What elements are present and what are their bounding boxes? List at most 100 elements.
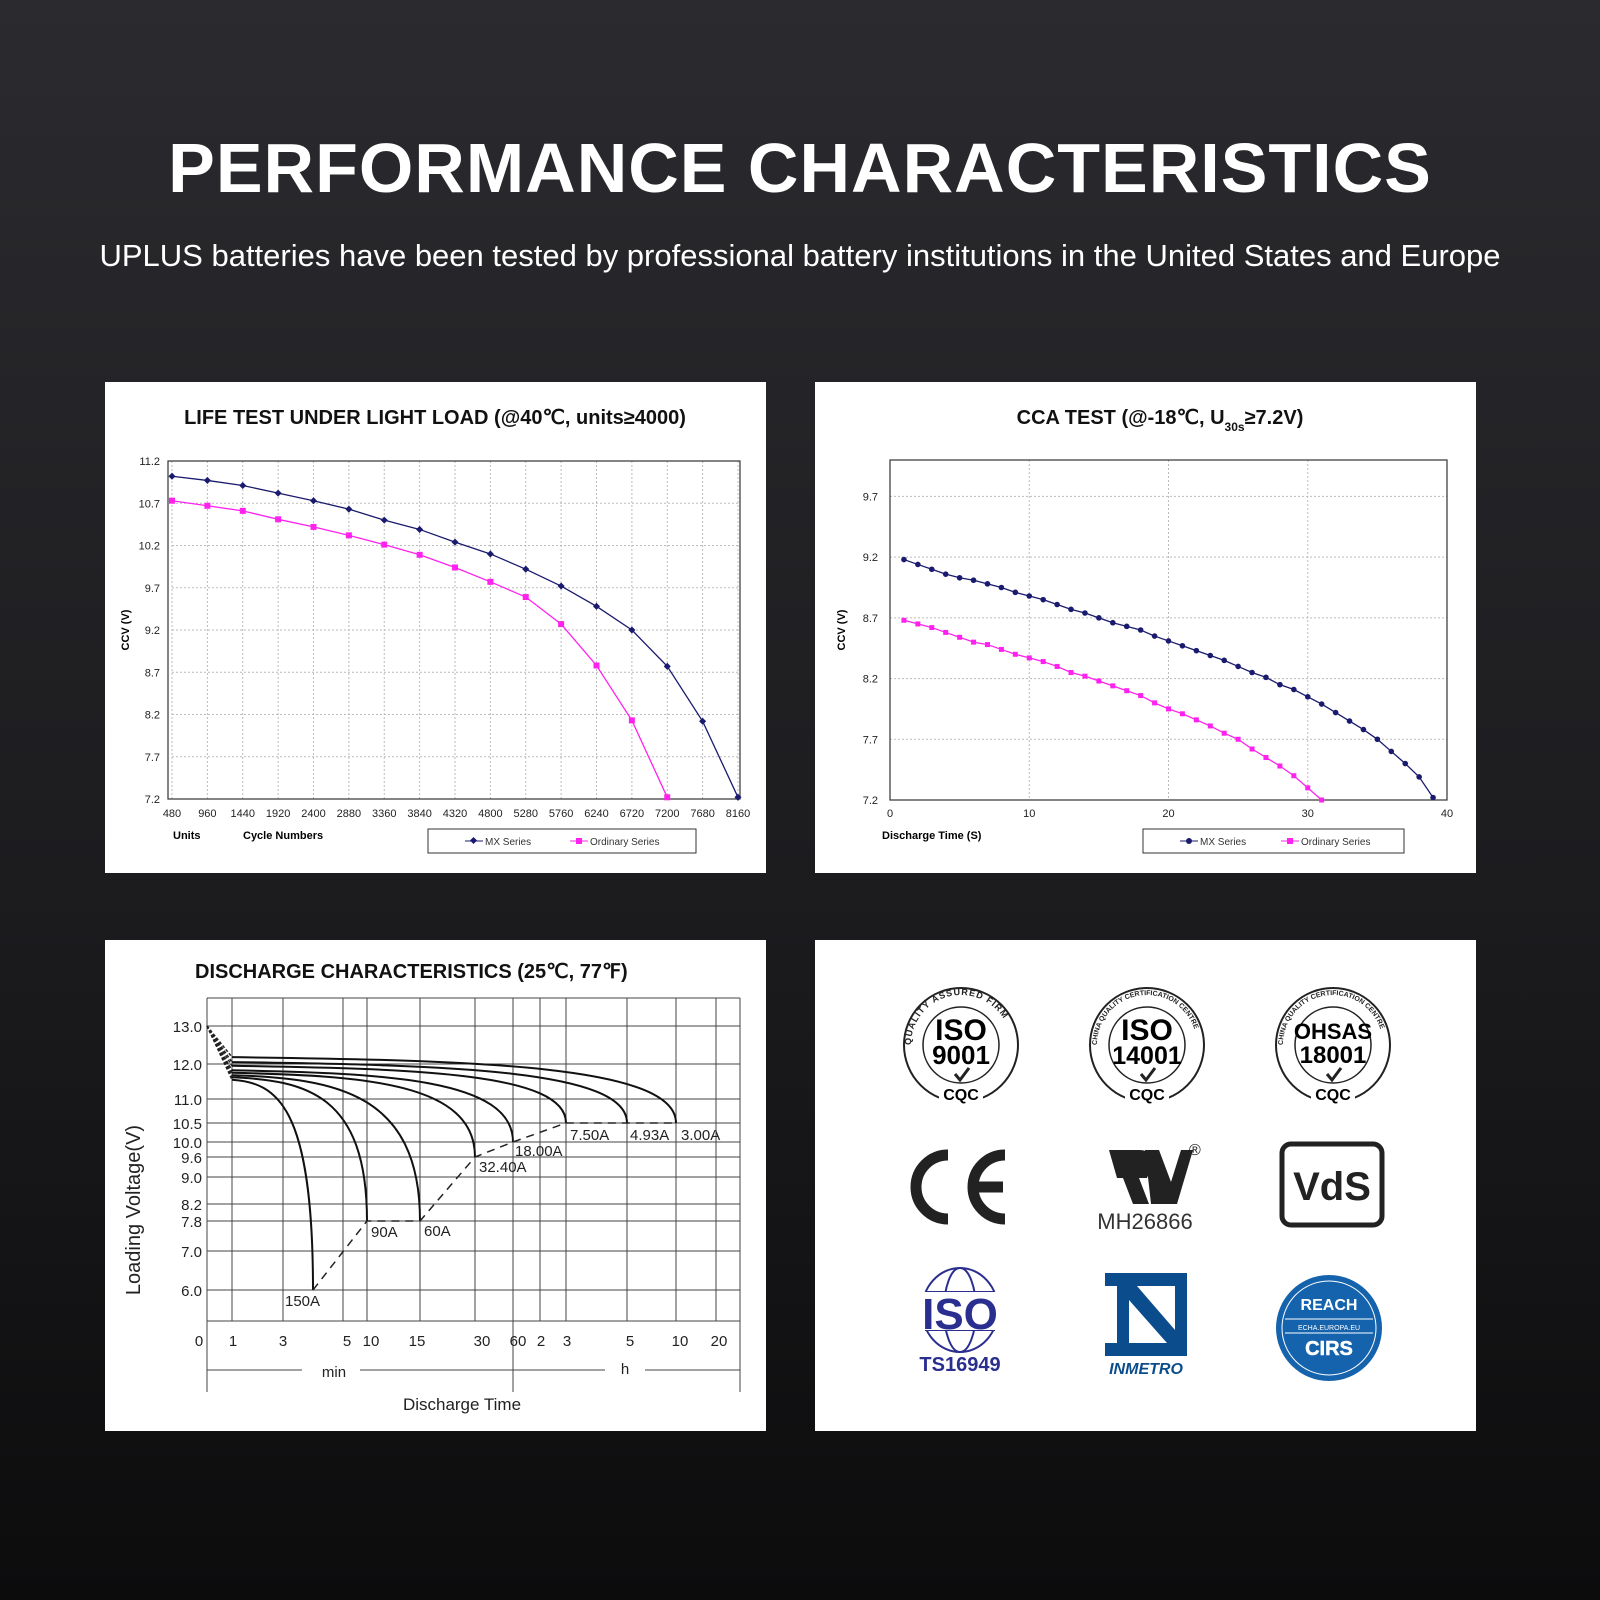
data-point	[487, 578, 494, 585]
data-point	[1152, 700, 1158, 706]
x-tick-label: 2880	[337, 808, 361, 820]
data-point	[901, 556, 907, 563]
curve-label: 60A	[424, 1223, 451, 1240]
inmetro-logo: INMETRO	[1105, 1273, 1187, 1378]
discharge-curve	[231, 1069, 514, 1143]
data-point	[1402, 760, 1409, 767]
data-point	[451, 538, 459, 546]
data-point	[998, 584, 1005, 591]
certifications-panel: QUALITY ASSURED FIRM ISO 9001 CQC CHINA …	[815, 940, 1476, 1431]
data-point	[1054, 601, 1060, 608]
x-tick-label: 3360	[372, 808, 396, 820]
y-tick-label: 10.2	[139, 541, 160, 553]
data-point	[1249, 669, 1255, 676]
discharge-curve	[231, 1061, 628, 1124]
iso14001-logo: CHINA QUALITY CERTIFICATION CENTRE ISO 1…	[1089, 987, 1205, 1104]
data-point	[522, 594, 529, 601]
data-point	[1235, 736, 1241, 742]
y-tick-label: 10.5	[173, 1116, 202, 1133]
discharge-curve	[231, 1076, 368, 1222]
data-point	[628, 717, 635, 724]
cutoff-voltage-line	[312, 1122, 676, 1291]
plot-frame	[167, 460, 741, 800]
data-point	[628, 626, 636, 634]
y-tick-label: 11.2	[139, 456, 160, 468]
svg-text:TS16949: TS16949	[919, 1354, 1000, 1376]
curve-label: 32.40A	[479, 1159, 527, 1176]
data-point	[1304, 693, 1311, 700]
x-tick-label: 5760	[549, 808, 573, 820]
data-point	[1263, 674, 1269, 681]
x-tick-label: 960	[198, 808, 216, 820]
svg-text:ISO: ISO	[1121, 1014, 1173, 1047]
data-point	[558, 621, 565, 628]
legend-ordinary: Ordinary Series	[590, 837, 659, 848]
iso9001-logo: QUALITY ASSURED FIRM ISO 9001 CQC	[903, 987, 1019, 1104]
data-point	[1291, 773, 1297, 779]
curve-label: 3.00A	[681, 1127, 720, 1144]
data-point	[970, 577, 977, 584]
y-tick-label: 9.7	[863, 491, 878, 503]
x-tick-label: 2400	[301, 808, 325, 820]
curve-label: 18.00A	[515, 1143, 563, 1160]
vds-logo: VdS	[1279, 1141, 1385, 1228]
y-tick-label: 8.2	[863, 674, 878, 686]
reach-logo: REACH ECHA.EUROPA.EU CIRS	[1276, 1275, 1382, 1381]
life-test-chart: LIFE TEST UNDER LIGHT LOAD (@40℃, units≥…	[120, 407, 750, 854]
data-point	[915, 561, 921, 568]
data-point	[1026, 593, 1033, 599]
svg-text:MH26866: MH26866	[1097, 1209, 1192, 1234]
legend-marker-ordinary	[1287, 838, 1293, 844]
data-point	[1249, 746, 1255, 752]
y-tick-label: 8.2	[181, 1197, 202, 1214]
data-point	[345, 532, 352, 539]
chart-title: DISCHARGE CHARACTERISTICS (25℃, 77℉)	[195, 961, 628, 983]
y-tick-label: 7.8	[181, 1214, 202, 1231]
svg-text:ISO: ISO	[935, 1014, 987, 1047]
data-point	[1123, 623, 1130, 630]
legend-marker-mx	[469, 836, 478, 845]
y-tick-label: 6.0	[181, 1283, 202, 1300]
data-point	[1110, 619, 1116, 626]
x-tick-label: 3	[563, 1333, 571, 1350]
chart-title: CCA TEST (@-18℃, U30s≥7.2V)	[1017, 407, 1304, 434]
data-point	[345, 505, 353, 513]
x-tick-label: 10	[672, 1333, 689, 1350]
data-point	[1318, 701, 1325, 707]
x-axis-label: Cycle Numbers	[243, 830, 323, 842]
svg-text:VdS: VdS	[1293, 1165, 1371, 1209]
data-point	[1277, 763, 1283, 769]
data-point	[274, 489, 282, 497]
x-tick-label: 20	[711, 1333, 728, 1350]
x-tick-label: 5	[626, 1333, 634, 1350]
data-point	[942, 571, 949, 577]
data-point	[928, 566, 935, 573]
data-point	[1193, 717, 1199, 723]
data-point	[1332, 709, 1339, 716]
curve-label: 150A	[285, 1293, 320, 1310]
data-point	[699, 717, 707, 725]
y-axis-label: CCV (V)	[120, 609, 132, 650]
x-axis-units-label: Units	[173, 830, 201, 842]
y-axis-label: Loading Voltage(V)	[123, 1125, 145, 1295]
page-subtitle: UPLUS batteries have been tested by prof…	[99, 238, 1501, 273]
x-tick-label: 40	[1441, 808, 1453, 820]
data-point	[1137, 627, 1144, 633]
data-point	[310, 523, 317, 530]
data-point	[1221, 730, 1227, 736]
x-tick-label: 10	[363, 1333, 380, 1350]
svg-text:®: ®	[1189, 1142, 1201, 1159]
data-point	[1040, 596, 1046, 603]
x-tick-label: 20	[1162, 808, 1174, 820]
data-point	[1012, 589, 1019, 596]
legend: MX Series Ordinary Series	[1142, 828, 1405, 854]
data-point	[1360, 726, 1367, 733]
data-point	[1305, 785, 1311, 791]
data-point	[592, 602, 601, 610]
data-point	[169, 497, 175, 504]
y-tick-label: 8.7	[863, 613, 878, 625]
data-point	[1319, 797, 1325, 803]
x-tick-label: 30	[474, 1333, 491, 1350]
x-axis-label: Discharge Time (S)	[882, 830, 982, 842]
x-tick-label: 4800	[478, 808, 502, 820]
